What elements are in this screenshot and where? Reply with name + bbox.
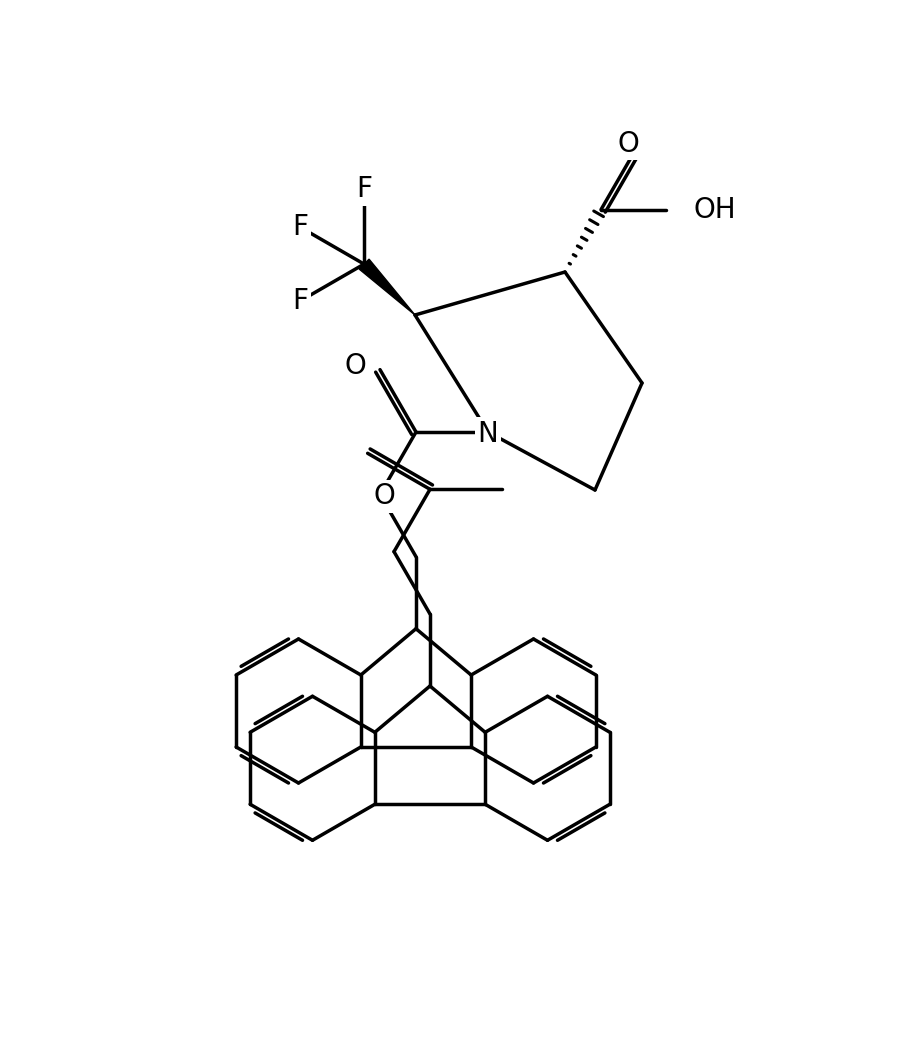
- Text: F: F: [292, 287, 308, 316]
- Text: O: O: [617, 130, 639, 157]
- Text: OH: OH: [694, 196, 736, 223]
- Text: F: F: [292, 213, 308, 240]
- Polygon shape: [359, 260, 415, 315]
- Text: O: O: [374, 482, 395, 511]
- Text: N: N: [478, 420, 499, 448]
- Text: O: O: [344, 351, 366, 380]
- Text: F: F: [356, 176, 372, 203]
